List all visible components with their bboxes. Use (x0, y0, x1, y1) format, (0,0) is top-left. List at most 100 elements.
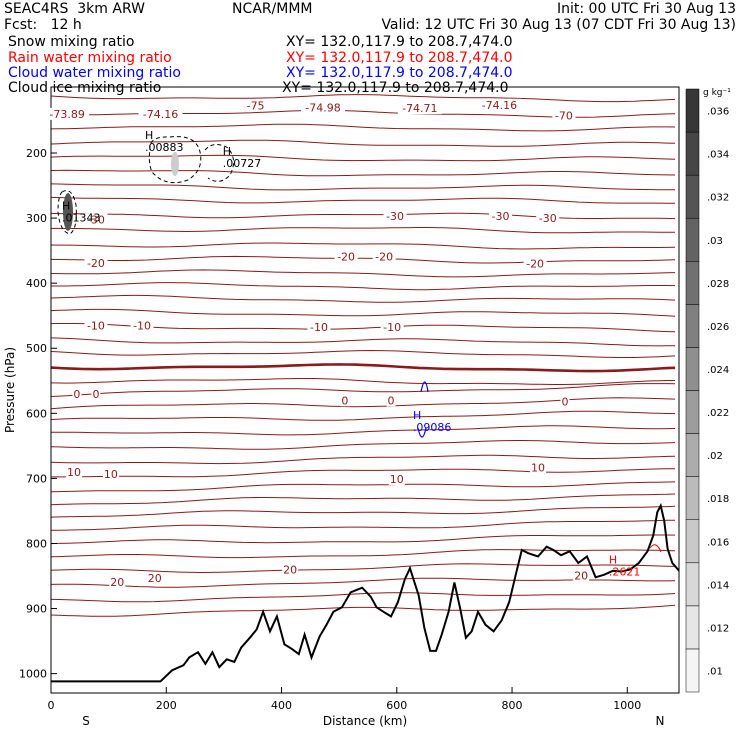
isotherm-label-bg (334, 250, 358, 263)
isotherm-label-bg (383, 210, 407, 223)
colorbar-swatch (685, 562, 700, 607)
y-tick-label: 600 (26, 407, 47, 420)
isotherm-label: 20 (574, 569, 588, 582)
legend-snow-label: Snow mixing ratio (8, 34, 135, 50)
isotherm-line (51, 349, 676, 358)
x-tick-label: 800 (502, 699, 523, 712)
isotherm-label: -73.89 (49, 108, 84, 121)
isotherm-label-bg (523, 257, 547, 270)
isotherm-line (51, 383, 676, 397)
colorbar-tick-label: .036 (707, 107, 729, 118)
extremum-marker: H (145, 129, 153, 142)
isotherm-line (51, 519, 676, 531)
isotherm-line (51, 534, 676, 545)
cloud-ice-contour (204, 144, 234, 182)
colorbar-swatch (685, 261, 700, 305)
colorbar-tick-label: .01 (707, 666, 723, 677)
cloud-ice-shading (171, 152, 179, 176)
isotherm-label: 20 (110, 576, 124, 589)
isotherm-label: -74.16 (143, 108, 178, 121)
isotherm-line (51, 154, 676, 162)
isotherm-line (51, 227, 675, 234)
colorbar-tick-label: .03 (707, 236, 723, 247)
legend-rain-label: Rain water mixing ratio (8, 50, 172, 66)
colorbar-swatch (685, 476, 700, 520)
y-tick-label: 1000 (19, 668, 47, 681)
cloud-ice-contour (148, 136, 202, 184)
y-tick-label: 900 (26, 603, 47, 616)
isotherm-label: -30 (539, 212, 557, 225)
isotherm-label: -10 (133, 319, 151, 332)
isotherm-line (51, 454, 676, 465)
isotherm-label: 20 (148, 572, 162, 585)
extremum-marker: H (62, 199, 70, 212)
isotherm-label-bg (244, 99, 268, 112)
isotherm-line (51, 337, 676, 347)
y-tick-label: 300 (26, 212, 47, 225)
isotherm-label-bg (102, 467, 119, 480)
terrain-line (51, 502, 679, 683)
north-end-label: N (656, 714, 665, 728)
isotherm-label-bg (109, 575, 126, 588)
isotherm-label-bg (573, 569, 590, 582)
colorbar-swatch (685, 174, 700, 219)
isotherm-line (51, 592, 676, 603)
isotherm-label-bg (282, 563, 299, 576)
isotherm-label: 10 (390, 473, 404, 486)
isotherm-label-bg (560, 395, 570, 408)
snow-shading (63, 193, 73, 231)
legend-cloudice-xy: XY= 132.0,117.9 to 208.7,474.0 (282, 80, 509, 96)
isotherm-label-bg (66, 465, 83, 478)
colorbar-swatch (685, 131, 700, 176)
isotherm-label: 10 (67, 466, 81, 479)
colorbar-swatch (685, 88, 700, 133)
isotherm-line (51, 242, 676, 250)
isotherm-label-bg (130, 319, 154, 332)
isotherm-line (51, 425, 676, 436)
colorbar-unit: g kg⁻¹ (703, 88, 731, 98)
isotherm-line (51, 294, 676, 303)
legend-cloudwater-label: Cloud water mixing ratio (8, 65, 181, 81)
isotherm-line (51, 481, 676, 493)
isotherm-line (51, 468, 676, 478)
extremum-value: .00883 (145, 141, 184, 154)
colorbar-swatch (685, 217, 700, 262)
isotherm-line (51, 183, 675, 191)
colorbar-tick-label: .02 (707, 451, 723, 462)
isotherm-label-bg (397, 102, 442, 115)
colorbar-swatch (685, 605, 700, 650)
x-tick-label: 1000 (613, 699, 641, 712)
isotherm-label-bg (91, 387, 101, 400)
extremum-marker: H (609, 554, 617, 567)
colorbar-tick-label: .016 (707, 537, 729, 548)
isotherm-line (51, 123, 676, 132)
isotherm-line (51, 378, 675, 385)
isotherm-label: -20 (87, 257, 105, 270)
y-tick-label: 500 (26, 342, 47, 355)
isotherm-line (51, 255, 676, 264)
isotherm-line (51, 577, 676, 588)
isotherm-label: -30 (386, 210, 404, 223)
isotherm-label: -70 (555, 109, 573, 122)
isotherm-label-bg (380, 320, 404, 333)
colorbar-tick-label: .012 (707, 623, 729, 634)
isotherm-label: 0 (341, 394, 348, 407)
cloud-water-contour (417, 381, 429, 438)
isotherm-label: -30 (87, 213, 105, 226)
isotherm-line (51, 169, 676, 177)
isotherm-line (51, 397, 676, 410)
isotherm-label-bg (529, 461, 546, 474)
south-end-label: S (82, 714, 90, 728)
plot-frame (50, 86, 680, 694)
isotherm-label-bg (388, 473, 405, 486)
isotherm-line (51, 94, 676, 103)
colorbar-swatch (685, 347, 700, 391)
isotherm-label: 0 (92, 388, 99, 401)
isotherm-label-bg (301, 101, 346, 114)
isotherm-line (51, 269, 676, 278)
init-time: Init: 00 UTC Fri 30 Aug 13 (556, 1, 736, 17)
isotherm-line (51, 323, 676, 333)
y-tick-label: 400 (26, 277, 47, 290)
isotherm-line (51, 363, 676, 373)
isotherm-label-bg (477, 98, 522, 111)
